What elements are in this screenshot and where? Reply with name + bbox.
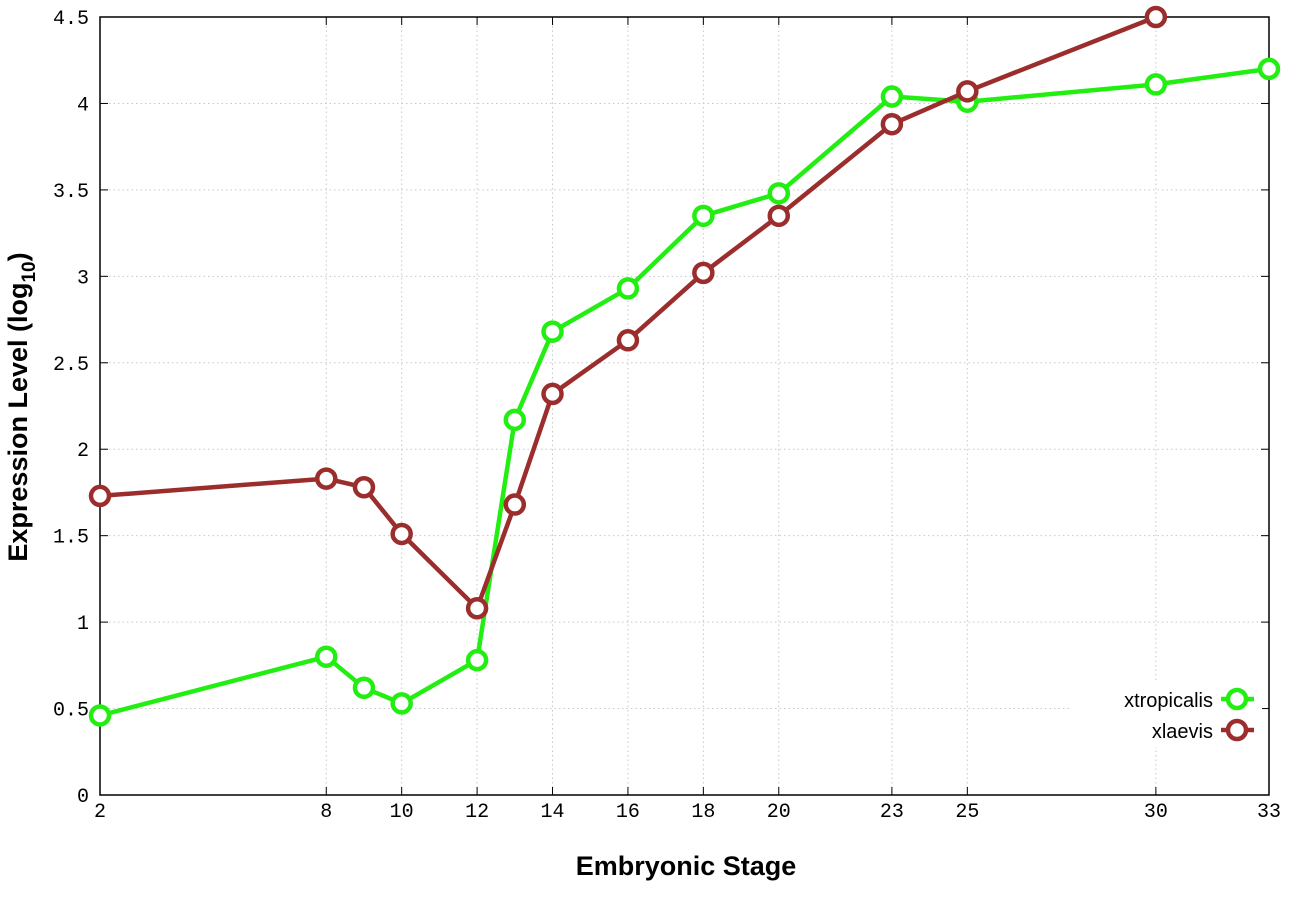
data-point-xlaevis bbox=[88, 484, 112, 508]
y-tick-label: 1.5 bbox=[53, 527, 89, 550]
y-tick-label: 3 bbox=[77, 267, 89, 290]
data-point-xlaevis bbox=[503, 493, 527, 516]
data-point-xtropicalis bbox=[880, 85, 904, 108]
x-tick-label: 10 bbox=[390, 801, 414, 824]
x-tick-label: 23 bbox=[880, 801, 904, 824]
y-tick-label: 0.5 bbox=[53, 700, 89, 723]
x-tick-label: 25 bbox=[955, 801, 979, 824]
x-tick-label: 33 bbox=[1257, 801, 1281, 824]
y-tick-label: 0 bbox=[77, 786, 89, 809]
plot-frame bbox=[99, 16, 1270, 796]
legend-label-xtropicalis: xtropicalis bbox=[1124, 690, 1213, 712]
y-axis-title-subscript: 10 bbox=[19, 261, 40, 282]
x-tick-label: 16 bbox=[616, 801, 640, 824]
data-point-xtropicalis bbox=[390, 692, 413, 715]
x-tick-label: 8 bbox=[320, 801, 332, 824]
data-point-xlaevis bbox=[1144, 5, 1168, 29]
data-point-xlaevis bbox=[616, 329, 640, 352]
grid bbox=[100, 17, 1269, 795]
data-point-xlaevis bbox=[767, 204, 791, 228]
y-tick-label: 3.5 bbox=[53, 181, 89, 204]
data-point-xlaevis bbox=[880, 112, 904, 136]
data-point-xlaevis bbox=[315, 467, 338, 490]
x-tick-label: 2 bbox=[94, 801, 106, 824]
data-point-xlaevis bbox=[390, 522, 413, 546]
data-point-xlaevis bbox=[541, 382, 564, 406]
x-tick-label: 30 bbox=[1144, 801, 1168, 824]
series-line-xlaevis bbox=[99, 14, 1157, 611]
data-point-xtropicalis bbox=[88, 704, 112, 727]
tick-marks bbox=[99, 16, 1270, 796]
data-point-xtropicalis bbox=[465, 648, 489, 672]
data-point-xlaevis bbox=[692, 261, 715, 285]
series-line-xtropicalis bbox=[99, 66, 1270, 718]
series-layer bbox=[88, 5, 1281, 727]
legend: xtropicalis xlaevis bbox=[1070, 683, 1262, 747]
data-point-xtropicalis bbox=[692, 204, 715, 228]
data-point-xtropicalis bbox=[767, 182, 791, 205]
legend-marker-xtropicalis bbox=[1225, 687, 1249, 711]
data-point-xtropicalis bbox=[1257, 57, 1281, 81]
x-axis-title: Embryonic Stage bbox=[576, 851, 797, 881]
data-point-xlaevis bbox=[465, 597, 489, 620]
data-point-xtropicalis bbox=[352, 676, 376, 700]
y-tick-label: 2.5 bbox=[53, 354, 89, 377]
y-tick-label: 4.5 bbox=[53, 8, 89, 31]
x-tick-label: 18 bbox=[691, 801, 715, 824]
y-tick-labels: 0 0.5 1 1.5 2 2.5 3 3.5 4 4.5 bbox=[53, 8, 89, 809]
x-tick-label: 20 bbox=[767, 801, 791, 824]
series-xtropicalis bbox=[88, 57, 1281, 727]
data-point-xlaevis bbox=[956, 80, 979, 103]
series-xlaevis bbox=[88, 5, 1168, 620]
data-point-xlaevis bbox=[352, 476, 376, 499]
data-point-xtropicalis bbox=[616, 277, 640, 300]
data-point-xtropicalis bbox=[1144, 73, 1168, 96]
data-point-xtropicalis bbox=[541, 320, 564, 343]
data-point-xtropicalis bbox=[315, 645, 338, 668]
y-axis-title-close: ) bbox=[3, 252, 33, 261]
x-tick-label: 12 bbox=[465, 801, 489, 824]
x-tick-labels: 2 8 10 12 14 16 18 20 23 25 30 33 bbox=[94, 801, 1281, 824]
y-tick-label: 2 bbox=[77, 440, 89, 463]
legend-label-xlaevis: xlaevis bbox=[1152, 721, 1213, 743]
y-axis-title: Expression Level (log10) bbox=[3, 252, 40, 561]
y-tick-label: 4 bbox=[77, 94, 89, 117]
y-tick-label: 1 bbox=[77, 613, 89, 636]
legend-marker-xlaevis bbox=[1225, 718, 1249, 742]
x-tick-label: 14 bbox=[541, 801, 565, 824]
data-point-xtropicalis bbox=[503, 408, 527, 432]
